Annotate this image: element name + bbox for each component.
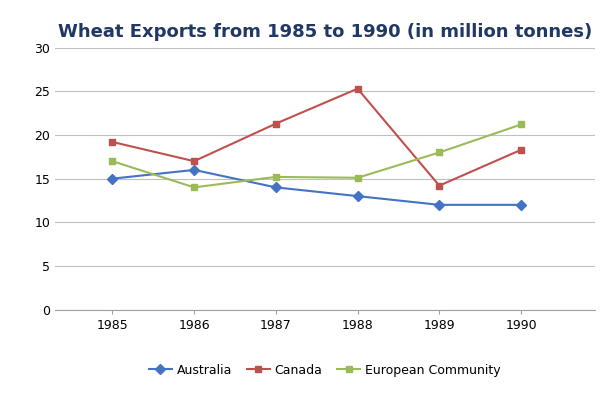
Canada: [354, 86, 361, 91]
Australia: [436, 202, 443, 207]
European Community: [436, 150, 443, 155]
Line: European Community: European Community: [109, 121, 525, 191]
Canada: [109, 140, 116, 145]
European Community: [191, 185, 198, 190]
Line: Canada: Canada: [109, 85, 525, 189]
Australia: [517, 202, 525, 207]
Australia: [354, 194, 361, 198]
Australia: [272, 185, 280, 190]
Legend: Australia, Canada, European Community: Australia, Canada, European Community: [144, 359, 506, 382]
European Community: [354, 175, 361, 180]
European Community: [272, 175, 280, 179]
Canada: [191, 159, 198, 164]
Australia: [191, 168, 198, 172]
Canada: [517, 147, 525, 152]
Title: Wheat Exports from 1985 to 1990 (in million tonnes): Wheat Exports from 1985 to 1990 (in mill…: [58, 23, 592, 40]
European Community: [517, 122, 525, 127]
Canada: [272, 121, 280, 126]
Canada: [436, 183, 443, 188]
Line: Australia: Australia: [109, 166, 525, 208]
Australia: [109, 176, 116, 181]
European Community: [109, 159, 116, 164]
